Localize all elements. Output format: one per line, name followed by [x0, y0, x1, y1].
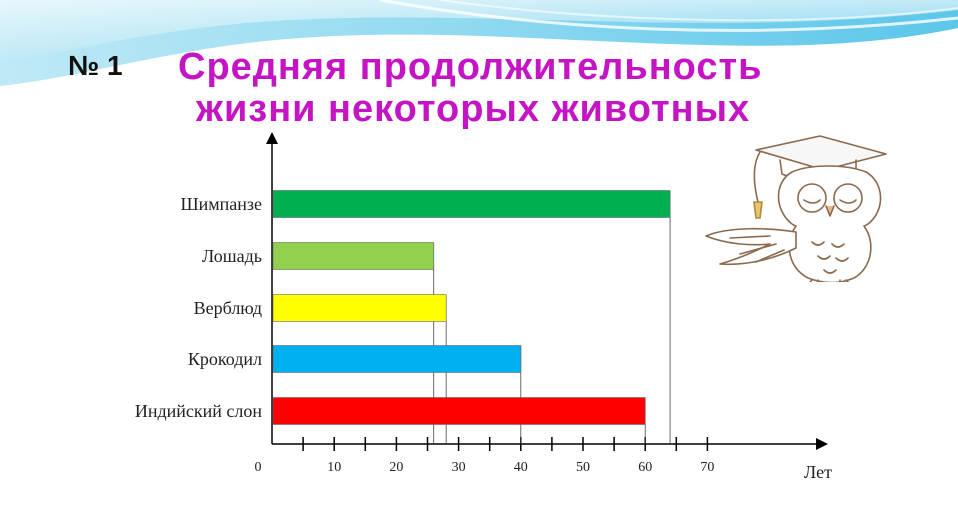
category-label: Шимпанзе: [180, 194, 262, 214]
page-title-line-2: жизни некоторых животных: [196, 88, 751, 130]
category-label: Индийский слон: [135, 401, 263, 421]
bar: [272, 294, 447, 322]
x-tick-label: 30: [452, 460, 466, 475]
page-title-line-1: Средняя продолжительность: [178, 46, 763, 88]
x-tick-label: 10: [327, 460, 341, 475]
x-axis-label: Лет: [804, 462, 832, 482]
x-tick-label: 40: [514, 460, 528, 475]
slide-number: № 1: [68, 50, 123, 81]
category-label: Верблюд: [194, 298, 262, 318]
x-tick-label: 20: [389, 460, 403, 475]
bar: [272, 242, 435, 270]
x-tick-label: 70: [700, 460, 714, 475]
x-tick-label: 0: [255, 460, 262, 475]
owl-with-graduation-cap-icon: [705, 135, 887, 282]
category-label: Лошадь: [202, 246, 262, 266]
header-band: [0, 0, 958, 86]
bar: [272, 190, 671, 218]
x-tick-label: 60: [638, 460, 652, 475]
bar: [272, 397, 646, 425]
category-label: Крокодил: [188, 349, 262, 369]
x-tick-label: 50: [576, 460, 590, 475]
bar: [272, 345, 522, 373]
